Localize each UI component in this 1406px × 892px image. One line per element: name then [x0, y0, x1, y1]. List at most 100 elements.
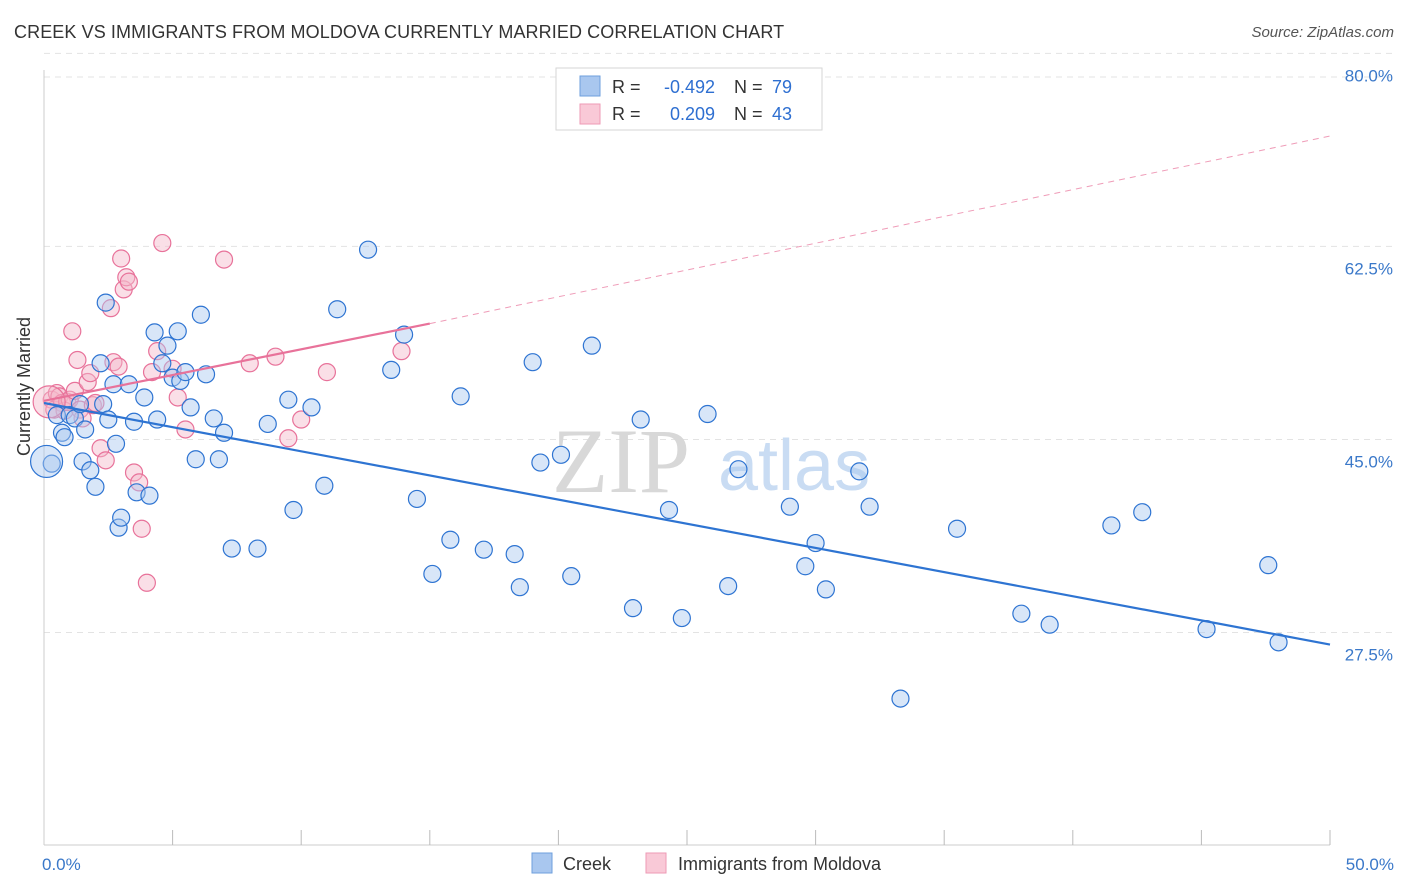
creek-point: [860, 497, 879, 516]
y-tick-label: 27.5%: [1345, 645, 1393, 664]
y-tick-label: 45.0%: [1345, 452, 1393, 471]
creek-point: [796, 557, 815, 576]
moldova-point: [101, 299, 120, 318]
creek-point: [1040, 615, 1059, 634]
creek-point: [698, 404, 717, 424]
creek-point: [315, 476, 334, 495]
moldova-point: [317, 363, 337, 382]
creek-point: [407, 489, 427, 509]
moldova-point: [86, 393, 105, 413]
creek-point: [551, 445, 571, 464]
creek-point: [582, 336, 601, 355]
moldova-point: [119, 272, 138, 291]
creek-point: [153, 354, 172, 373]
trend-lines: [43, 135, 1331, 646]
watermark-atlas: atlas: [718, 426, 870, 506]
stats-r-value-moldova: 0.209: [670, 104, 715, 124]
chart-title: CREEK VS IMMIGRANTS FROM MOLDOVA CURRENT…: [14, 22, 785, 42]
creek-point: [672, 608, 691, 628]
creek-point: [81, 461, 100, 480]
creek-point: [112, 508, 131, 527]
y-tick-label: 80.0%: [1345, 66, 1393, 85]
creek-point: [719, 576, 738, 596]
moldova-trend-extension: [429, 135, 1331, 325]
stats-legend-swatch-moldova: [579, 103, 601, 125]
moldova-point: [132, 519, 151, 538]
creek-point: [423, 564, 442, 584]
moldova-point: [124, 463, 144, 482]
creek-point: [91, 354, 110, 373]
moldova-point: [109, 357, 128, 376]
creek-point: [191, 305, 210, 324]
creek-point: [47, 406, 66, 425]
moldova-point: [137, 573, 156, 592]
y-tick-label: 62.5%: [1345, 259, 1393, 278]
creek-point: [523, 353, 542, 372]
x-tick-label-max: 50.0%: [1346, 855, 1394, 874]
legend-label-creek: Creek: [563, 854, 612, 874]
grid-lines: [44, 52, 1392, 633]
moldova-points: [32, 233, 411, 592]
stats-r-label-creek: R =: [612, 77, 641, 97]
stats-n-value-moldova: 43: [772, 104, 792, 124]
creek-point-large: [29, 444, 64, 479]
creek-point: [1102, 516, 1121, 535]
creek-point: [181, 398, 200, 417]
stats-n-label-moldova: N =: [734, 104, 763, 124]
creek-point: [106, 434, 126, 453]
stats-r-label-moldova: R =: [612, 104, 641, 124]
moldova-point: [153, 233, 172, 253]
creek-point: [510, 578, 529, 597]
creek-point: [135, 388, 154, 407]
stats-n-value-creek: 79: [772, 77, 792, 97]
moldova-point: [112, 249, 131, 268]
creek-point: [258, 414, 277, 434]
creek-point: [328, 300, 347, 319]
creek-point: [505, 545, 524, 564]
creek-trend-line: [43, 401, 1331, 646]
moldova-point: [214, 250, 234, 269]
creek-point: [204, 409, 223, 428]
creek-point: [86, 477, 105, 496]
creek-point: [248, 539, 267, 558]
creek-point: [780, 497, 799, 516]
watermark-zip: ZIP: [552, 410, 690, 512]
series-legend: Creek Immigrants from Moldova: [531, 852, 882, 874]
creek-point: [358, 240, 378, 259]
creek-point: [850, 462, 869, 481]
creek-point: [441, 530, 460, 549]
creek-point: [55, 428, 74, 447]
creek-point: [76, 420, 95, 439]
creek-point: [1259, 556, 1278, 575]
moldova-point: [292, 410, 311, 429]
legend-swatch-moldova: [645, 852, 667, 874]
x-tick-label-min: 0.0%: [42, 855, 81, 874]
creek-point: [222, 539, 241, 558]
creek-point: [659, 500, 679, 520]
watermark: ZIP atlas: [552, 410, 870, 512]
source-label: Source: ZipAtlas.com: [1251, 24, 1394, 41]
creek-point: [623, 599, 643, 618]
moldova-point: [63, 322, 82, 341]
creek-point: [209, 450, 228, 469]
y-tick-labels: 80.0% 62.5% 45.0% 27.5%: [1345, 66, 1393, 664]
creek-point: [1012, 604, 1031, 623]
creek-point: [302, 398, 321, 417]
creek-point: [891, 689, 910, 708]
creek-point: [104, 375, 123, 394]
legend-swatch-creek: [531, 852, 553, 874]
stats-n-label-creek: N =: [734, 77, 763, 97]
moldova-trend-line: [43, 322, 431, 402]
creek-point: [186, 450, 205, 469]
creek-point: [94, 394, 113, 414]
moldova-point: [96, 451, 115, 470]
creek-point: [947, 519, 967, 538]
creek-point: [279, 390, 298, 409]
creek-point: [96, 293, 115, 312]
stats-legend-swatch-creek: [579, 75, 601, 97]
stats-r-value-creek: -0.492: [664, 77, 715, 97]
creek-points: [29, 240, 1288, 708]
creek-point: [451, 387, 470, 406]
creek-point: [562, 567, 581, 586]
